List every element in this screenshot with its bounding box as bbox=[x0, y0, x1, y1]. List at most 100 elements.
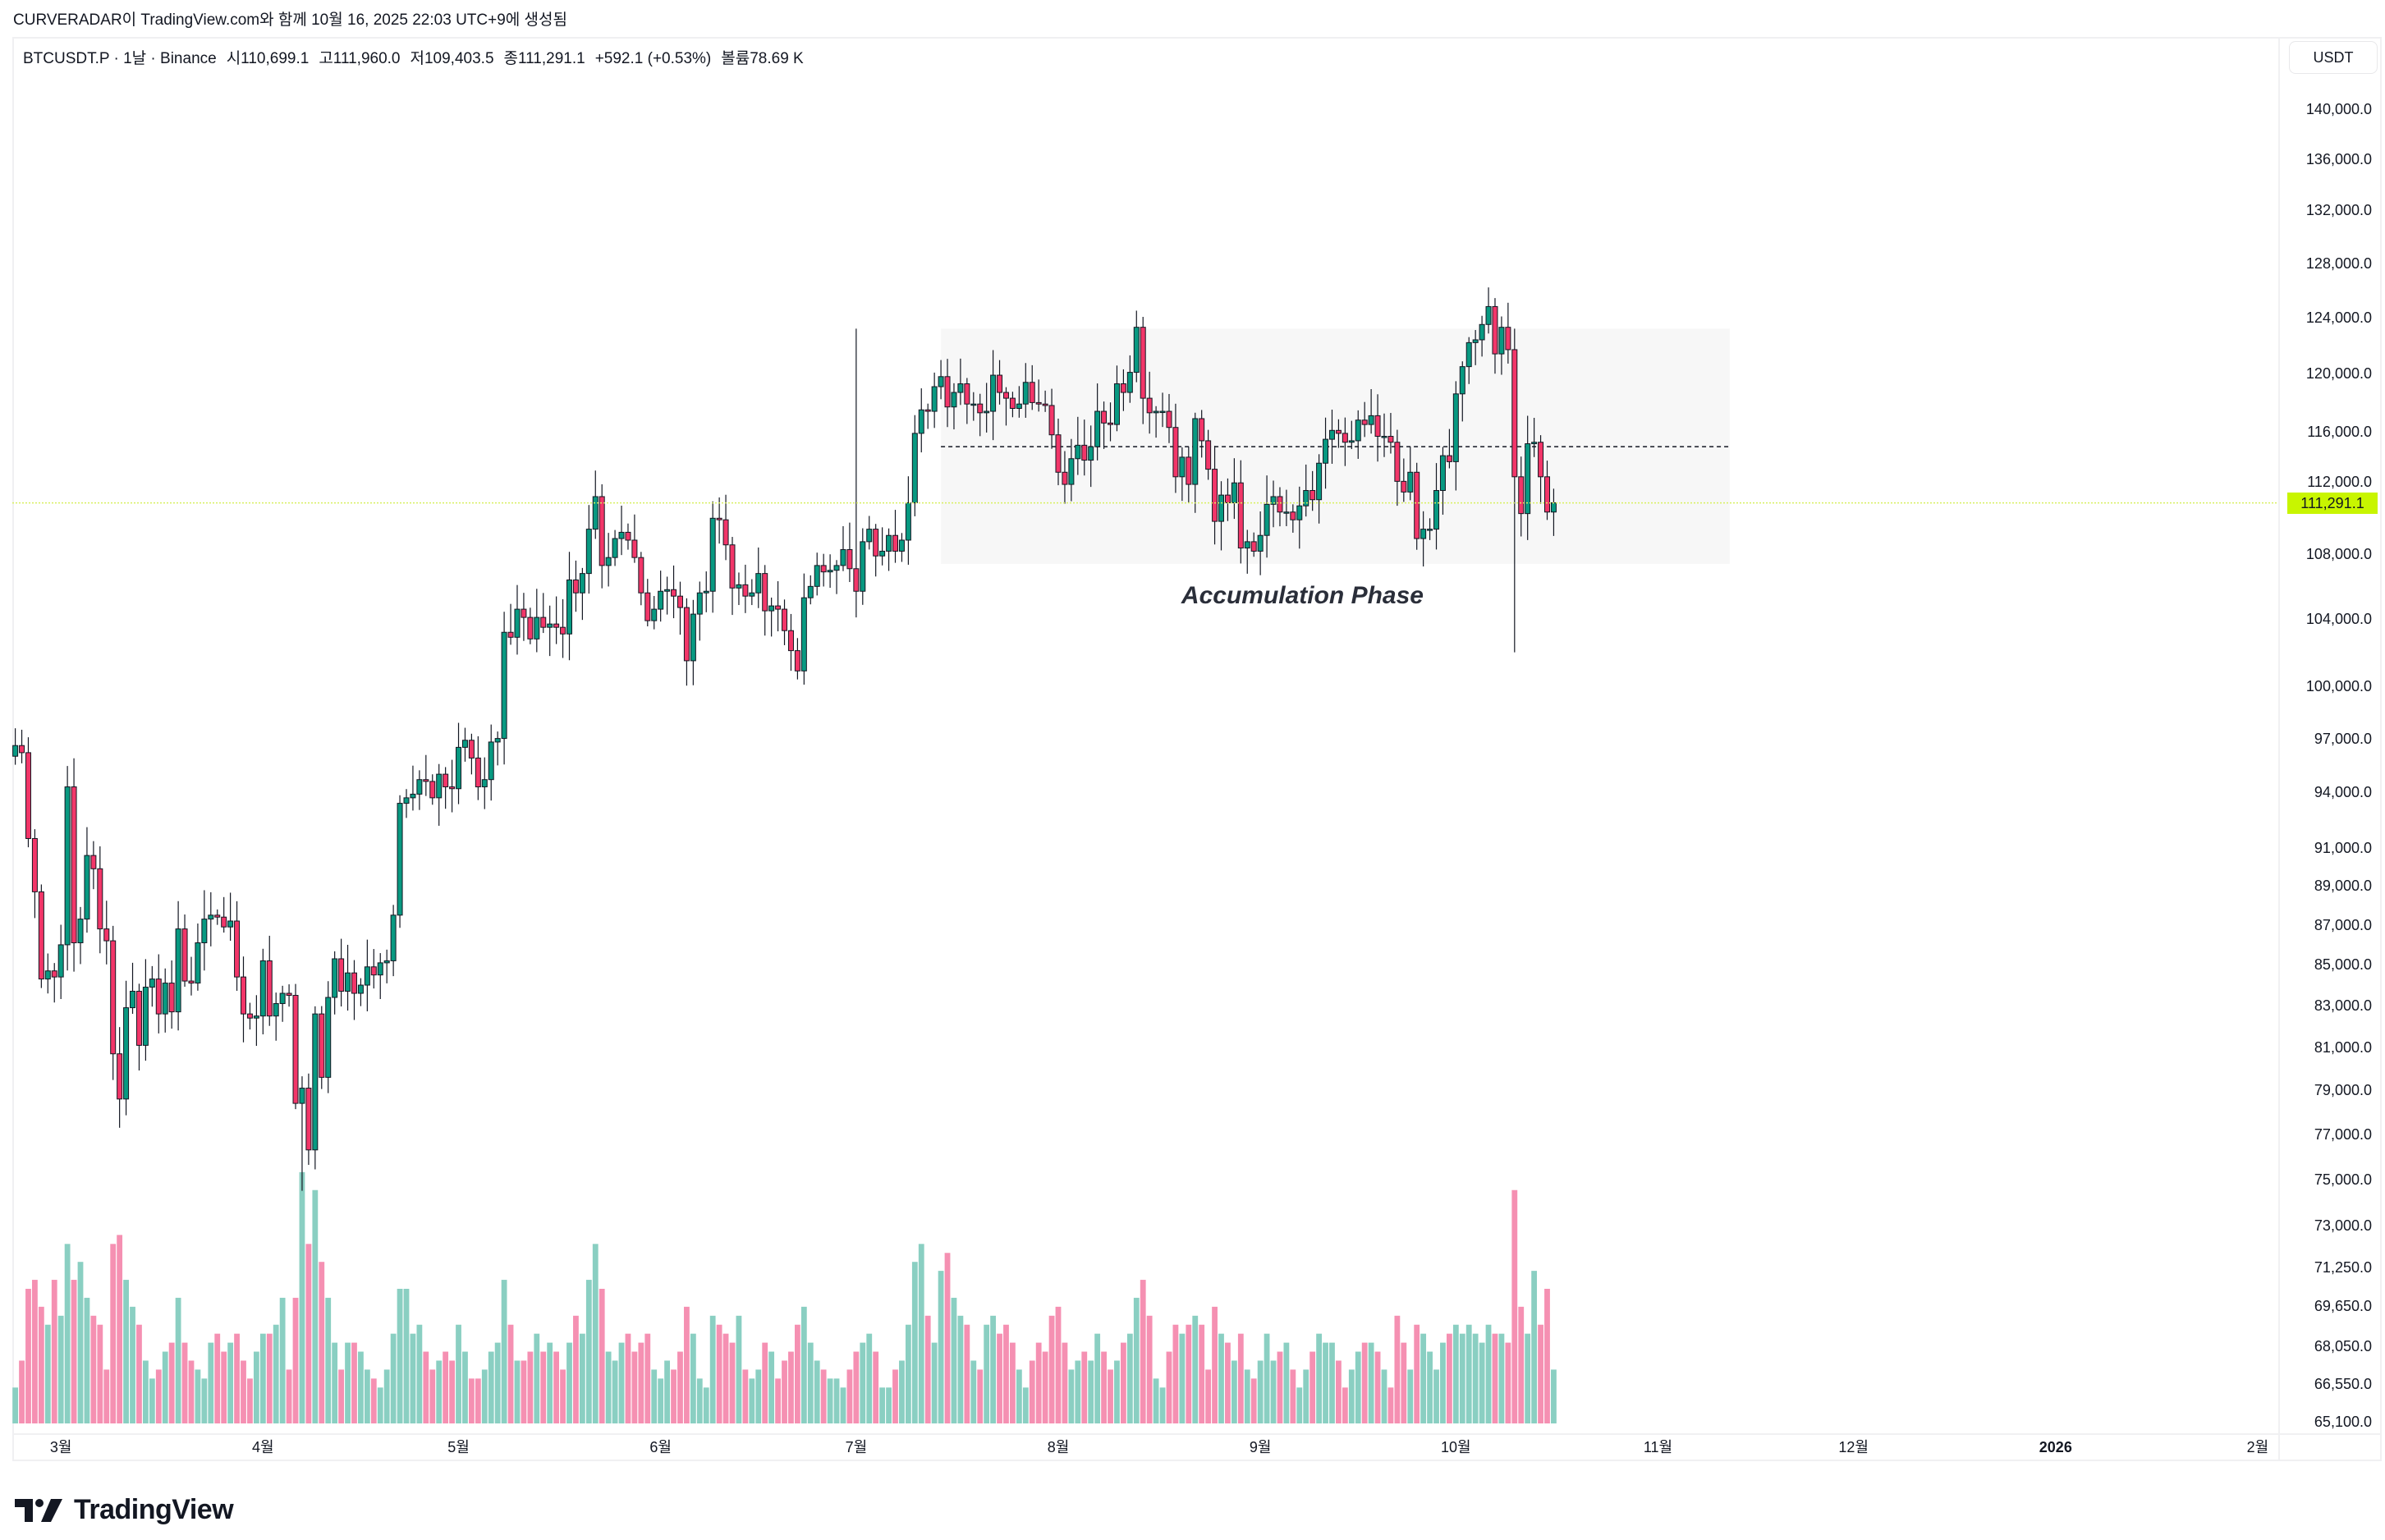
candle-up bbox=[886, 528, 892, 571]
volume-bar bbox=[130, 1306, 135, 1423]
volume-bar bbox=[1479, 1342, 1485, 1423]
volume-bar bbox=[997, 1333, 1002, 1423]
candle-body bbox=[449, 786, 456, 790]
candle-down bbox=[892, 510, 898, 563]
price-tick-label: 65,100.0 bbox=[2314, 1414, 2372, 1431]
candle-body bbox=[162, 983, 168, 1015]
candle-body bbox=[729, 544, 736, 589]
volume-bar bbox=[1270, 1360, 1277, 1423]
candle-up bbox=[1264, 475, 1270, 558]
volume-bar bbox=[911, 1262, 918, 1423]
volume-bar bbox=[175, 1297, 181, 1423]
currency-button[interactable]: USDT bbox=[2289, 41, 2378, 74]
volume-bar bbox=[592, 1244, 599, 1423]
volume-bar bbox=[403, 1289, 410, 1423]
volume-bar bbox=[299, 1171, 305, 1423]
candle-body bbox=[775, 605, 782, 610]
volume-bar bbox=[44, 1324, 51, 1423]
accumulation-label: Accumulation Phase bbox=[1181, 582, 1424, 609]
candle-body bbox=[456, 746, 462, 790]
candle-body bbox=[19, 745, 25, 754]
candle-up bbox=[162, 968, 168, 1033]
candle-down bbox=[1361, 401, 1368, 438]
volume-bar bbox=[429, 1369, 436, 1423]
candle-up bbox=[866, 516, 873, 550]
candle-body bbox=[742, 584, 749, 597]
symbol-info[interactable]: BTCUSDT.P · 1날 · Binance bbox=[23, 50, 217, 67]
candle-body bbox=[1309, 490, 1316, 501]
candle-down bbox=[1055, 418, 1062, 486]
candle-body bbox=[475, 757, 481, 788]
volume-bar bbox=[103, 1369, 110, 1423]
candle-up bbox=[1126, 355, 1133, 403]
candle-down bbox=[319, 1006, 325, 1089]
volume-bar bbox=[690, 1333, 696, 1423]
volume-bar bbox=[631, 1351, 638, 1423]
volume-bar bbox=[1179, 1333, 1186, 1423]
candle-body bbox=[494, 738, 501, 743]
candle-body bbox=[1068, 458, 1075, 485]
candle-up bbox=[44, 953, 51, 994]
volume-bar bbox=[32, 1280, 38, 1423]
candle-up bbox=[1525, 415, 1531, 540]
candle-up bbox=[299, 1076, 305, 1191]
candle-down bbox=[507, 603, 514, 645]
candle-down bbox=[553, 596, 560, 644]
candle-body bbox=[234, 920, 241, 978]
candle-down bbox=[1335, 419, 1342, 448]
candle-body bbox=[1459, 366, 1465, 395]
volume-bar bbox=[51, 1280, 57, 1423]
candle-body bbox=[481, 779, 488, 788]
candle-up bbox=[984, 383, 990, 433]
volume-bar bbox=[1231, 1360, 1237, 1423]
volume-bar bbox=[833, 1378, 840, 1423]
candle-body bbox=[259, 960, 266, 1017]
candle-body bbox=[429, 781, 436, 799]
volume-bar bbox=[494, 1342, 501, 1423]
volume-bar bbox=[788, 1351, 794, 1423]
candle-body bbox=[703, 590, 709, 594]
candle-down bbox=[97, 846, 103, 954]
volume-bar bbox=[944, 1253, 951, 1423]
candle-body bbox=[1146, 397, 1153, 414]
volume-bar bbox=[19, 1360, 25, 1423]
candle-body bbox=[461, 740, 468, 748]
volume-bar bbox=[924, 1315, 931, 1423]
candle-down bbox=[794, 638, 800, 680]
candle-down bbox=[449, 759, 456, 813]
volume-bar bbox=[795, 1324, 800, 1423]
volume-bar bbox=[866, 1333, 873, 1423]
volume-bar bbox=[181, 1342, 188, 1423]
volume-bar bbox=[1055, 1306, 1062, 1423]
candle-down bbox=[762, 565, 768, 636]
candle-body bbox=[1199, 418, 1205, 442]
candle-down bbox=[1042, 390, 1048, 412]
time-tick-label: 7월 bbox=[845, 1439, 868, 1455]
candle-up bbox=[1270, 480, 1277, 528]
volume-bar bbox=[208, 1342, 214, 1423]
volume-bar bbox=[1361, 1342, 1368, 1423]
candle-body bbox=[1035, 401, 1042, 405]
tradingview-logo[interactable]: TradingView bbox=[15, 1494, 234, 1526]
candle-body bbox=[631, 539, 638, 558]
candle-down bbox=[521, 593, 527, 641]
candle-body bbox=[1433, 490, 1440, 530]
candle-up bbox=[1153, 406, 1159, 438]
candle-down bbox=[1172, 403, 1179, 493]
candle-body bbox=[1029, 382, 1035, 403]
candle-body bbox=[879, 550, 886, 557]
price-tick-label: 97,000.0 bbox=[2314, 730, 2372, 747]
volume-bar bbox=[1244, 1369, 1250, 1423]
candle-body bbox=[1048, 405, 1055, 436]
candle-body bbox=[84, 855, 90, 920]
candle-body bbox=[1179, 456, 1186, 478]
volume-bar bbox=[1042, 1351, 1048, 1423]
candle-down bbox=[234, 901, 241, 991]
candle-up bbox=[612, 529, 618, 566]
volume-bar bbox=[696, 1378, 703, 1423]
volume-bar bbox=[1140, 1280, 1146, 1423]
volume-bar bbox=[931, 1342, 938, 1423]
volume-bar bbox=[1387, 1387, 1394, 1423]
candle-down bbox=[19, 729, 25, 763]
